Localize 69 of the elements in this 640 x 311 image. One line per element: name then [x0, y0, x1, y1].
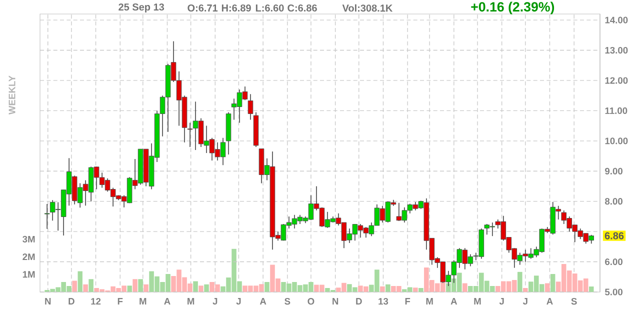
x-tick-label: F	[405, 298, 410, 304]
bar	[264, 282, 270, 292]
bar	[544, 283, 550, 292]
x-tick-label: N	[332, 298, 338, 304]
y-tick-label: 8.00	[605, 198, 622, 205]
bar	[462, 283, 468, 292]
annotation: 6.86	[604, 232, 624, 240]
bar	[522, 288, 528, 292]
x-tick-label: A	[260, 298, 266, 304]
bar	[132, 279, 138, 292]
bar	[144, 284, 148, 292]
y-tick-label: 5.00	[605, 288, 622, 296]
x-tick-label: J	[236, 298, 241, 305]
y-tick-label: 11.00	[605, 107, 628, 114]
x-tick-label: M	[140, 298, 146, 304]
bar	[517, 272, 522, 292]
x-tick-label: M	[188, 298, 194, 304]
bar	[72, 280, 77, 292]
x-tick-label: A	[450, 298, 458, 304]
text: Vol:308.1K	[342, 4, 393, 12]
y2-tick-label: 2M	[22, 254, 35, 260]
y-tick-label: 9.00	[605, 168, 622, 174]
bar	[198, 286, 204, 292]
annotation: +0.16 (2.39%)	[471, 2, 554, 14]
bar	[413, 288, 418, 292]
x-tick-label: 12	[91, 298, 101, 305]
text: H:6.89	[222, 4, 251, 12]
bar	[127, 286, 132, 292]
bar	[88, 279, 94, 292]
candlestick	[248, 94, 254, 120]
bar	[380, 286, 385, 292]
y2-tick-label: 3M	[22, 236, 35, 243]
y-tick-label: 14.00	[605, 16, 628, 24]
text: C:6.86	[288, 4, 317, 12]
x-tick-label: O	[308, 298, 314, 305]
x-tick-label: D	[68, 298, 74, 304]
x-tick-label: F	[118, 298, 123, 304]
text: WEEKLY	[8, 76, 16, 115]
x-tick-label: J	[522, 298, 528, 305]
bar	[550, 274, 556, 292]
x-tick-label: S	[284, 298, 290, 305]
candlestick	[44, 204, 50, 230]
bar	[138, 279, 143, 292]
x-tick-label: D	[356, 298, 362, 304]
bar	[78, 271, 82, 292]
x-tick-label: 13	[378, 298, 388, 305]
x-tick-label: A	[164, 298, 170, 304]
bar	[588, 286, 594, 292]
x-tick-label: S	[571, 298, 577, 305]
text: L:6.60	[256, 4, 284, 12]
y-tick-label: 13.00	[605, 46, 628, 54]
bar	[418, 288, 424, 292]
x-tick-label: J	[212, 298, 218, 305]
bar	[83, 284, 88, 292]
candlestick	[187, 122, 193, 148]
y-tick-label: 6.00	[605, 258, 622, 266]
bar	[204, 284, 209, 292]
x-tick-label: M	[474, 298, 481, 304]
y-tick-label: 10.00	[605, 138, 628, 144]
x-tick-label: M	[426, 298, 433, 304]
text: 25 Sep 13	[118, 3, 164, 13]
text: O:6.71	[188, 4, 218, 12]
y-tick-label: 12.00	[605, 77, 628, 84]
y2-tick-label: 1M	[22, 271, 35, 278]
x-tick-label: N	[45, 298, 51, 304]
bar	[386, 284, 390, 292]
x-tick-label: A	[546, 298, 553, 304]
bar	[193, 281, 198, 292]
x-tick-label: J	[499, 298, 504, 305]
